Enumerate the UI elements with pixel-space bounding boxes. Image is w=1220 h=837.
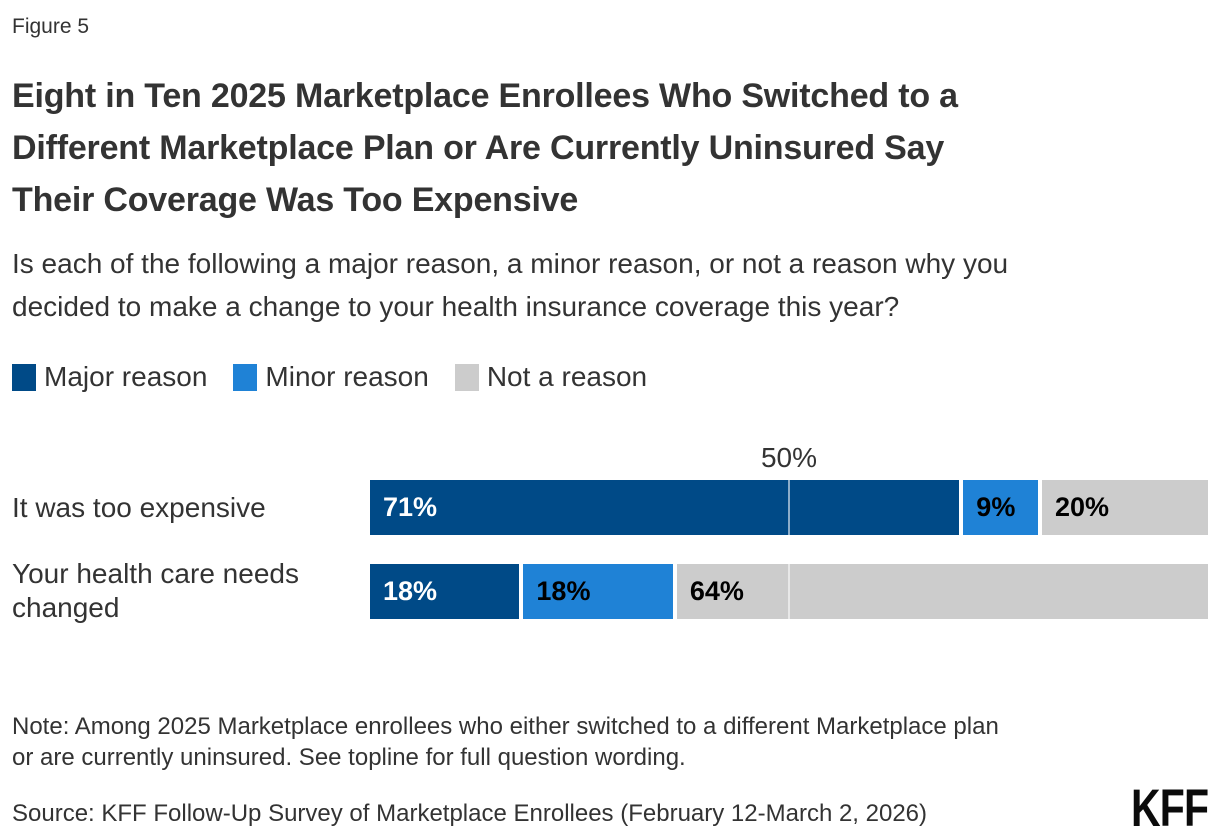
chart-title-line-1: Eight in Ten 2025 Marketplace Enrollees … bbox=[12, 77, 958, 115]
legend-label: Minor reason bbox=[265, 361, 429, 392]
legend-label: Major reason bbox=[44, 361, 208, 392]
axis-tick-label: 50% bbox=[760, 442, 818, 473]
bar-value-label: 18% bbox=[383, 575, 438, 606]
bar-segment-major-reason: 71% bbox=[370, 480, 960, 535]
bar-segment-minor-reason: 18% bbox=[523, 563, 673, 619]
stacked-bar-chart: 50% It was too expensive 71% 9% 20% Your hea… bbox=[12, 408, 1209, 625]
chart-row-it-was-too-expensive: It was too expensive 71% 9% 20% bbox=[12, 480, 1208, 535]
bar-value-label: 9% bbox=[976, 492, 1016, 522]
chart-title: Eight in Ten 2025 Marketplace Enrollees … bbox=[12, 70, 1208, 226]
axis-header-spacer bbox=[12, 408, 370, 480]
source-text: Source: KFF Follow-Up Survey of Marketpl… bbox=[12, 800, 928, 827]
legend-item-minor-reason: Minor reason bbox=[233, 361, 429, 393]
chart-subtitle: Is each of the following a major reason,… bbox=[12, 242, 1208, 328]
bar-segment-not-a-reason: 64% bbox=[676, 563, 1209, 619]
chart-footer: Source: KFF Follow-Up Survey of Marketpl… bbox=[12, 778, 1209, 837]
chart-subtitle-line-1: Is each of the following a major reason,… bbox=[12, 248, 1009, 279]
bar-segment-not-a-reason: 20% bbox=[1042, 480, 1208, 535]
figure-label: Figure 5 bbox=[12, 15, 90, 38]
bar-segment-major-reason: 18% bbox=[370, 563, 520, 619]
category-label: It was too expensive bbox=[12, 491, 266, 523]
bar-value-label: 64% bbox=[689, 575, 744, 606]
chart-note-line-2: or are currently uninsured. See topline … bbox=[12, 744, 686, 771]
chart-legend: Major reason Minor reason Not a reason bbox=[12, 361, 1208, 393]
bar-segment-minor-reason: 9% bbox=[963, 480, 1038, 535]
category-label: Your health care needs changed bbox=[12, 558, 299, 623]
bar-value-label: 20% bbox=[1055, 492, 1110, 522]
stacked-bar: 71% 9% 20% bbox=[370, 480, 1208, 535]
chart-title-line-2: Different Marketplace Plan or Are Curren… bbox=[12, 129, 945, 167]
axis-tick-area: 50% bbox=[370, 408, 1208, 480]
axis-header: 50% bbox=[12, 408, 1208, 480]
legend-item-major-reason: Major reason bbox=[12, 361, 207, 393]
legend-swatch-minor-reason bbox=[233, 363, 258, 391]
chart-note-line-1: Note: Among 2025 Marketplace enrollees w… bbox=[12, 713, 999, 740]
legend-swatch-not-a-reason bbox=[454, 363, 479, 391]
chart-rows: It was too expensive 71% 9% 20% Your health … bbox=[12, 480, 1209, 625]
legend-item-not-a-reason: Not a reason bbox=[454, 361, 648, 393]
chart-row-your-health-care-needs-changed: Your health care needs changed 18% 18% 64% bbox=[12, 557, 1209, 625]
kff-logo: KFF bbox=[1130, 778, 1209, 837]
chart-subtitle-line-2: decided to make a change to your health … bbox=[12, 291, 900, 322]
bar-value-label: 18% bbox=[536, 575, 591, 606]
legend-swatch-major-reason bbox=[12, 363, 36, 391]
bar-value-label: 71% bbox=[383, 492, 438, 522]
chart-note: Note: Among 2025 Marketplace enrollees w… bbox=[12, 711, 1208, 773]
stacked-bar: 18% 18% 64% bbox=[370, 563, 1209, 619]
legend-label: Not a reason bbox=[486, 361, 648, 392]
chart-title-line-3: Their Coverage Was Too Expensive bbox=[12, 181, 579, 219]
